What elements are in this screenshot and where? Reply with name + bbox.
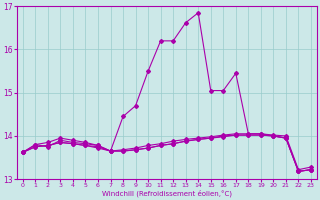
X-axis label: Windchill (Refroidissement éolien,°C): Windchill (Refroidissement éolien,°C) [102,190,232,197]
